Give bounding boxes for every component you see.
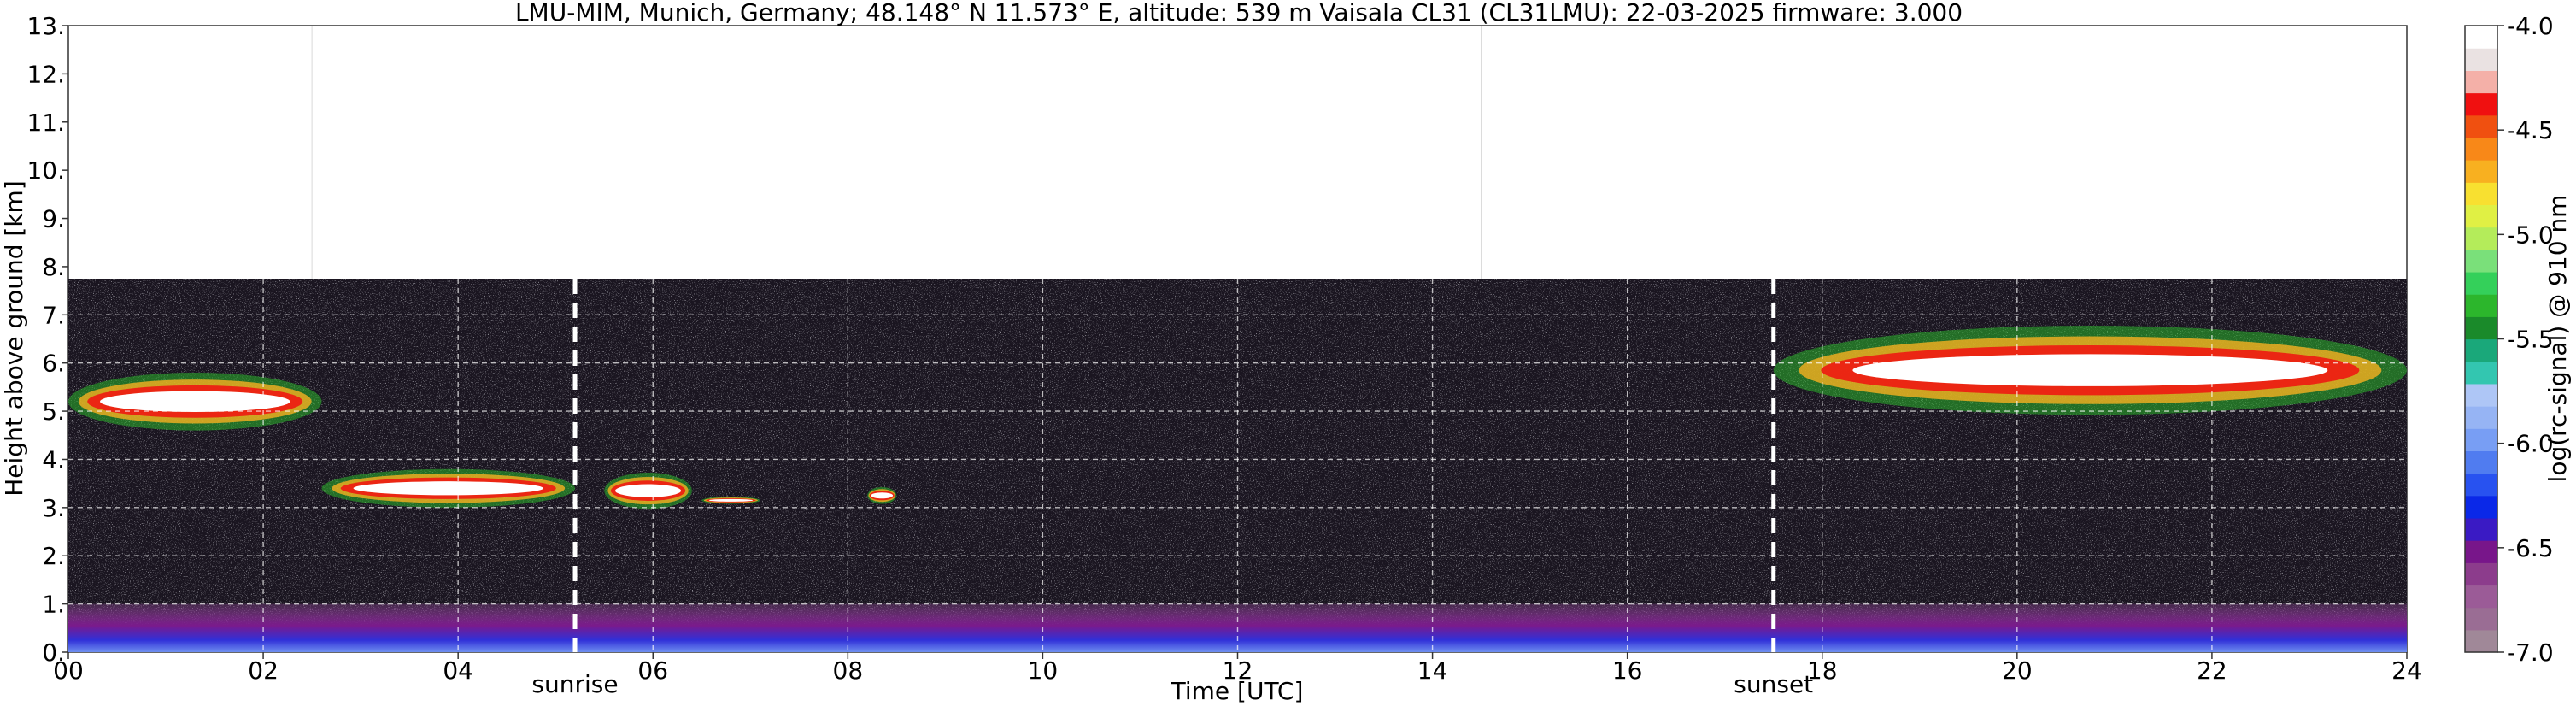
cloud-layer [867, 486, 897, 504]
cloud-layer [68, 372, 322, 431]
cloud-layer [604, 472, 692, 509]
y-tick-label: 8. [42, 253, 65, 281]
colorbar-cell [2465, 115, 2497, 138]
colorbar-cell [2465, 585, 2497, 609]
y-tick-label: 0. [42, 638, 65, 667]
colorbar-cell [2465, 495, 2497, 519]
colorbar-cell [2465, 48, 2497, 71]
cloud-layer [321, 468, 576, 508]
colorbar-cell [2465, 294, 2497, 317]
x-tick-label: 22 [2197, 656, 2227, 685]
x-tick-label: 14 [1417, 656, 1448, 685]
x-tick-label: 04 [443, 656, 473, 685]
colorbar-cell [2465, 540, 2497, 563]
x-tick-label: 20 [2002, 656, 2033, 685]
colorbar-tick-label: -7.0 [2507, 638, 2554, 667]
sunset-label: sunset [1734, 670, 1813, 698]
colorbar: -4.0 -4.5 -5.0 -5.5 -6.0 -6.5 -7.0 log(rc-sign… [2464, 12, 2572, 667]
colorbar-cell [2465, 517, 2497, 541]
cloud-layer [1773, 325, 2407, 415]
colorbar-cell [2465, 182, 2497, 206]
colorbar-cell [2465, 249, 2497, 273]
colorbar-cell [2465, 70, 2497, 94]
y-tick-label: 9. [42, 205, 65, 233]
colorbar-label: log(rc-signal) @ 910 nm [2544, 195, 2572, 483]
x-axis-label: Time [UTC] [1171, 677, 1304, 705]
x-tick-label: 10 [1028, 656, 1059, 685]
x-tick-label: 06 [637, 656, 668, 685]
cloud-layer [701, 497, 760, 504]
colorbar-cell [2465, 204, 2497, 228]
x-tick-label: 00 [53, 656, 84, 685]
y-tick-label: 5. [42, 397, 65, 426]
y-tick-label: 1. [42, 591, 65, 619]
colorbar-cell [2465, 338, 2497, 362]
colorbar-cell [2465, 629, 2497, 653]
y-tick-label: 12. [26, 60, 65, 88]
colorbar-cell [2465, 383, 2497, 407]
colorbar-cell [2465, 450, 2497, 474]
colorbar-cell [2465, 607, 2497, 631]
colorbar-cell [2465, 137, 2497, 161]
x-tick-label: 02 [248, 656, 279, 685]
y-tick-label: 3. [42, 494, 65, 522]
colorbar-tick-label: -4.5 [2507, 116, 2554, 144]
colorbar-cell [2465, 406, 2497, 429]
y-tick-label: 11. [26, 109, 65, 137]
y-tick-label: 7. [42, 301, 65, 329]
backscatter-field [68, 279, 2407, 652]
chart-title: LMU-MIM, Munich, Germany; 48.148° N 11.5… [515, 0, 1963, 26]
x-tick-label: 18 [1807, 656, 1838, 685]
colorbar-cell [2465, 473, 2497, 497]
colorbar-cell [2465, 428, 2497, 451]
colorbar-cell [2465, 160, 2497, 183]
y-tick-label: 10. [26, 156, 65, 185]
y-tick-label: 4. [42, 445, 65, 474]
x-tick-label: 12 [1223, 656, 1253, 685]
colorbar-tick-label: -5.5 [2507, 326, 2554, 354]
x-tick-label: 24 [2391, 656, 2422, 685]
colorbar-tick-label: -6.0 [2507, 430, 2554, 458]
colorbar-cell [2465, 26, 2497, 49]
x-tick-label: 08 [833, 656, 864, 685]
colorbar-cell [2465, 562, 2497, 586]
y-tick-label: 6. [42, 350, 65, 378]
y-tick-label: 2. [42, 542, 65, 570]
x-tick-label: 16 [1612, 656, 1643, 685]
colorbar-cell [2465, 227, 2497, 250]
y-axis-label: Height above ground [km] [0, 180, 28, 497]
colorbar-cell [2465, 271, 2497, 295]
colorbar-tick-label: -6.5 [2507, 534, 2554, 562]
colorbar-cell [2465, 361, 2497, 385]
colorbar-tick-label: -4.0 [2507, 12, 2554, 40]
colorbar-cell [2465, 92, 2497, 116]
y-tick-label: 13. [26, 12, 65, 40]
sunrise-label: sunrise [531, 670, 618, 698]
colorbar-tick-label: -5.0 [2507, 221, 2554, 249]
colorbar-cell [2465, 316, 2497, 340]
